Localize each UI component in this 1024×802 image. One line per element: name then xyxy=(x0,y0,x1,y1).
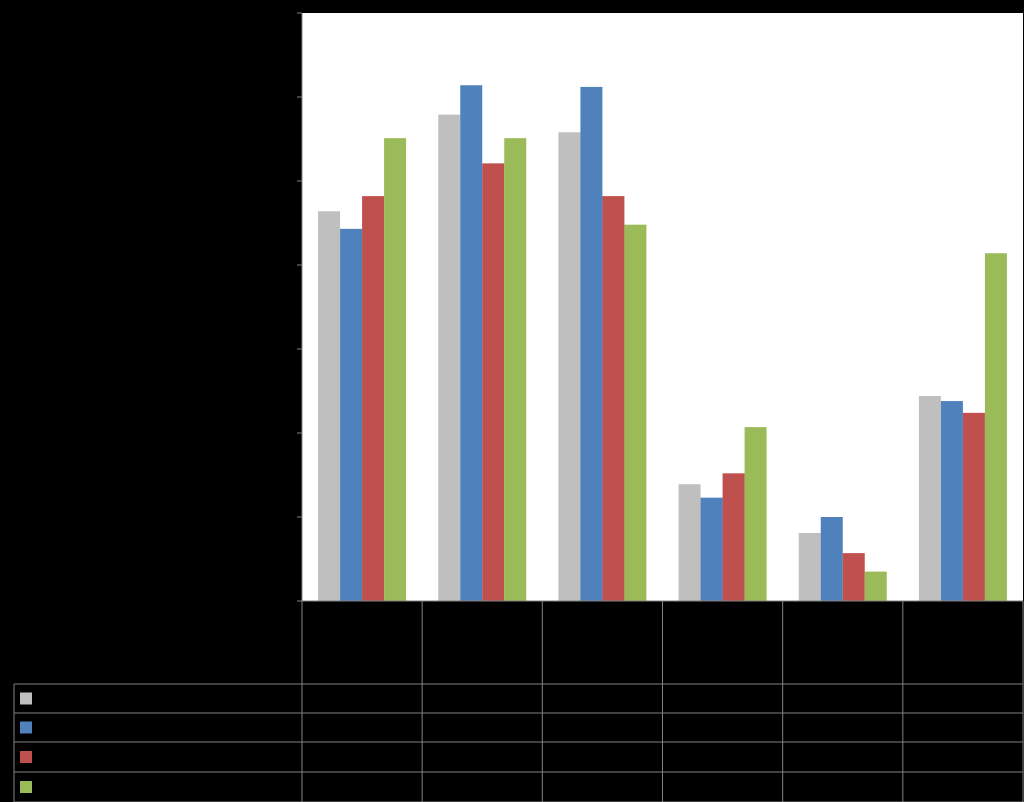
legend-key xyxy=(20,721,32,734)
bar xyxy=(384,138,407,601)
bar xyxy=(744,427,767,601)
bar xyxy=(602,196,625,601)
bar xyxy=(798,532,821,601)
bar xyxy=(820,517,843,601)
bar xyxy=(482,163,505,602)
bar xyxy=(504,138,527,601)
bar xyxy=(984,253,1007,602)
bar xyxy=(438,114,461,601)
bar xyxy=(624,224,647,601)
legend-key xyxy=(20,781,32,793)
bar xyxy=(962,412,985,601)
bar xyxy=(340,228,363,601)
bar xyxy=(318,211,341,602)
bar xyxy=(700,497,723,601)
bar xyxy=(722,473,745,601)
bar xyxy=(678,484,701,601)
bar xyxy=(558,132,581,601)
bar xyxy=(460,85,483,602)
bar xyxy=(864,571,887,601)
bar xyxy=(918,396,941,601)
bar xyxy=(362,196,385,601)
bar xyxy=(580,86,603,602)
legend-key xyxy=(20,751,32,763)
plot-area xyxy=(302,13,1023,601)
legend-key xyxy=(20,692,32,705)
bar xyxy=(842,553,865,601)
bar xyxy=(940,401,963,601)
